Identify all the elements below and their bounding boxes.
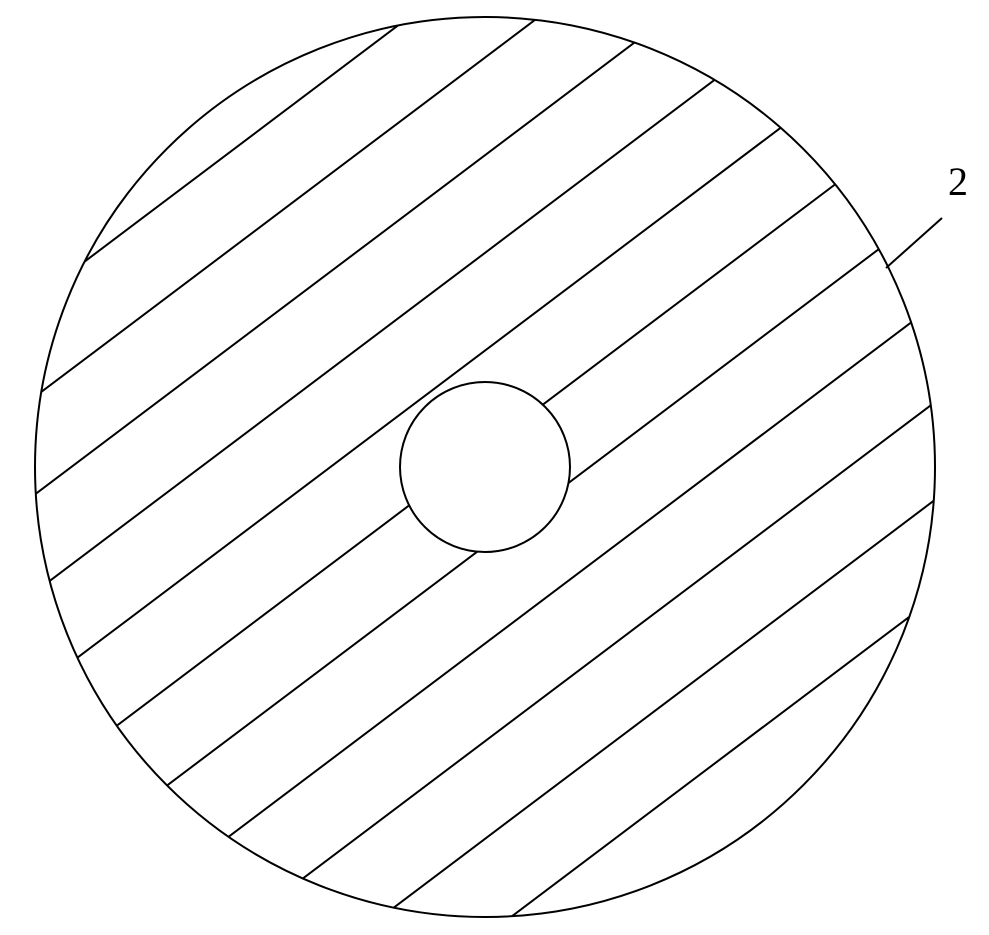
inner-circle: [400, 382, 570, 552]
outer-circle: [35, 17, 935, 917]
callout-leader: [886, 218, 942, 268]
section-diagram-svg: [0, 0, 989, 935]
callout-label-2: 2: [948, 158, 968, 205]
hatch-lines: [0, 0, 989, 935]
diagram-stage: 2: [0, 0, 989, 935]
